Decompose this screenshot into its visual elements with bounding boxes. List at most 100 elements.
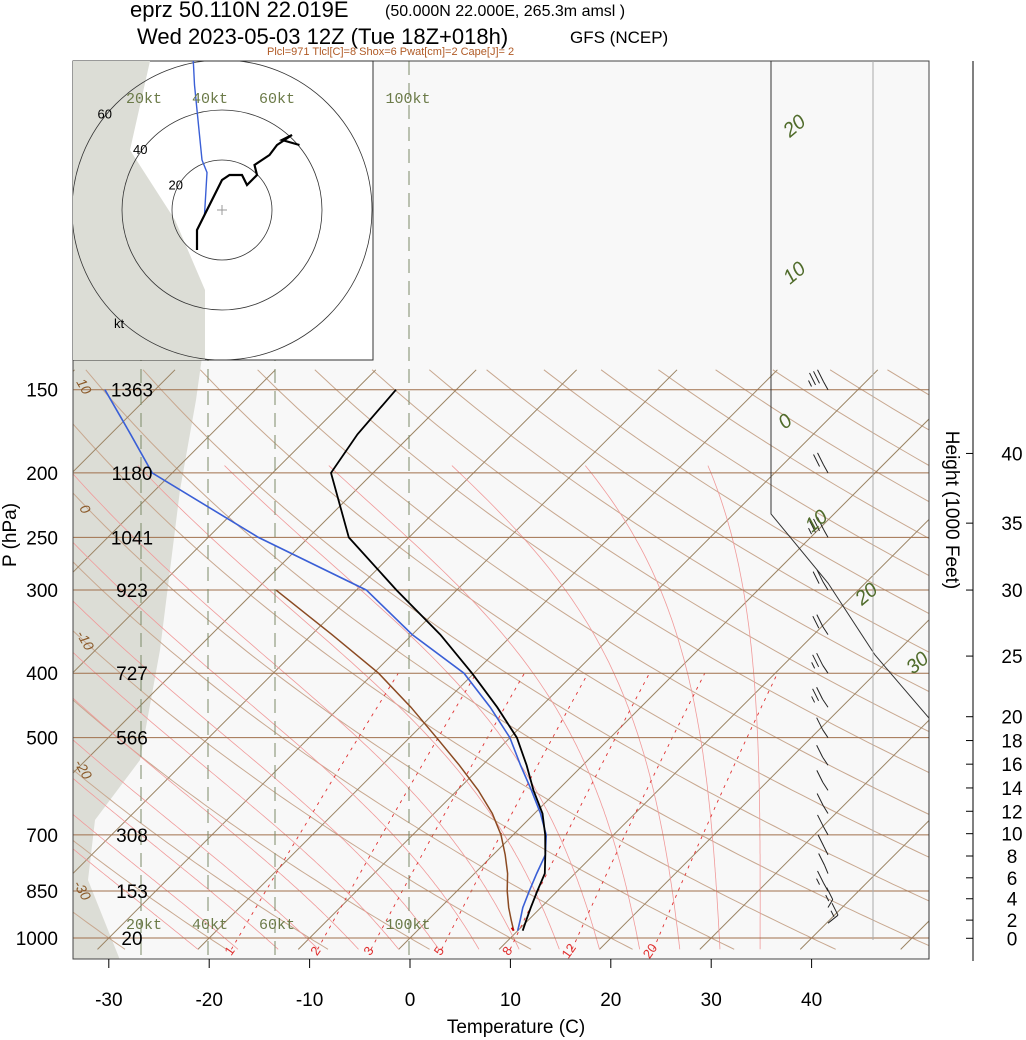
moist-adiabat bbox=[451, 465, 681, 950]
kt-label-bottom: 100kt bbox=[385, 917, 430, 934]
isotherm bbox=[73, 369, 276, 573]
height-tick-label: 30 bbox=[1001, 581, 1022, 602]
height-tick-label: 0 bbox=[1007, 929, 1018, 950]
x-tick-label: 10 bbox=[500, 990, 521, 1011]
hodograph-shade bbox=[73, 61, 205, 360]
wind-barb-half bbox=[811, 662, 816, 669]
hodograph-ring bbox=[171, 159, 273, 261]
height-tick-label: 35 bbox=[1001, 514, 1022, 535]
wind-barb-flag bbox=[816, 770, 824, 783]
pressure-tick-label: 700 bbox=[26, 826, 58, 847]
dry-adiabat bbox=[543, 369, 929, 615]
y-axis-label: P (hPa) bbox=[0, 503, 21, 567]
height-tick-label: 12 bbox=[1001, 802, 1022, 823]
hodograph-trace bbox=[195, 134, 300, 250]
height-m-label: 923 bbox=[116, 581, 148, 602]
wind-barb-flag bbox=[816, 652, 824, 666]
mixing-ratio-line bbox=[370, 672, 525, 950]
wind-barb-flag bbox=[816, 745, 824, 758]
moist-adiabat bbox=[328, 465, 640, 950]
isotherm bbox=[73, 369, 477, 774]
height-m-label: 20 bbox=[121, 929, 142, 950]
wind-barb-flag bbox=[816, 569, 824, 583]
height-tick-label: 40 bbox=[1001, 444, 1022, 465]
isotherm bbox=[73, 369, 176, 473]
height-m-label: 566 bbox=[116, 729, 148, 750]
height-tick-label: 10 bbox=[1001, 825, 1022, 846]
wind-barb-flag bbox=[816, 717, 824, 730]
dry-adiabat bbox=[257, 369, 929, 815]
lcl-marker bbox=[510, 927, 515, 932]
wind-barb-half bbox=[808, 527, 812, 535]
wind-barb-staff bbox=[822, 626, 829, 635]
wind-barb-staff bbox=[822, 805, 829, 814]
wind-barb-staff bbox=[822, 698, 829, 708]
mixing-ratio-line bbox=[317, 672, 477, 950]
wind-barb-flag bbox=[831, 902, 839, 916]
wind-barb-staff bbox=[822, 782, 829, 791]
x-axis-label: Temperature (C) bbox=[447, 1017, 585, 1038]
height-m-label: 1363 bbox=[111, 381, 153, 402]
wind-barb-flag bbox=[817, 369, 824, 382]
wind-barb-half bbox=[825, 894, 830, 902]
pressure-tick-label: 850 bbox=[26, 882, 58, 903]
valid-time: Wed 2023-05-03 12Z (Tue 18Z+018h) bbox=[137, 24, 508, 49]
moist-adiabat bbox=[73, 473, 520, 950]
mixing-ratio-line bbox=[509, 672, 650, 950]
pressure-tick-label: 400 bbox=[26, 664, 58, 685]
wind-barb-staff bbox=[827, 914, 839, 924]
moist-adiabat bbox=[73, 813, 239, 950]
pressure-tick-label: 250 bbox=[26, 528, 58, 549]
moist-adiabat bbox=[73, 651, 400, 950]
moist-adiabat bbox=[137, 465, 560, 950]
wind-barb-flag bbox=[813, 454, 820, 467]
dry-adiabat bbox=[73, 699, 430, 950]
moist-adiabat bbox=[73, 600, 440, 950]
mixing-ratio-line bbox=[441, 672, 589, 950]
wind-barb-staff bbox=[822, 729, 829, 738]
wind-barb-flag bbox=[809, 520, 816, 533]
moist-adiabat bbox=[73, 697, 359, 950]
height-tick-label: 6 bbox=[1007, 869, 1018, 890]
height-tick-label: 25 bbox=[1001, 647, 1022, 668]
hodograph-ring bbox=[121, 109, 323, 311]
wind-barb-flag bbox=[812, 571, 820, 584]
wind-barb-staff bbox=[823, 529, 829, 538]
wind-barb-flag bbox=[812, 688, 820, 702]
height-m-label: 1180 bbox=[112, 464, 153, 485]
dry-adiabat bbox=[73, 839, 227, 950]
x-tick-label: -20 bbox=[195, 990, 222, 1011]
wind-barb-flag bbox=[813, 371, 820, 384]
dry-adiabat bbox=[486, 369, 929, 653]
x-tick-label: 20 bbox=[600, 990, 621, 1011]
dry-adiabat bbox=[199, 369, 929, 858]
wind-barb-flag bbox=[817, 834, 825, 848]
kt-label-top: 100kt bbox=[385, 91, 430, 108]
height-axis-label: Height (1000 Feet) bbox=[941, 431, 962, 589]
wind-barb-flag bbox=[817, 870, 824, 884]
wind-barbs bbox=[808, 369, 839, 924]
temperature-curve bbox=[330, 389, 547, 931]
kt-label-top: 20kt bbox=[126, 91, 162, 108]
barb-panel-outline bbox=[770, 61, 930, 959]
kt-label-bottom: 60kt bbox=[259, 917, 295, 934]
dry-adiabat bbox=[85, 369, 929, 947]
pressure-tick-label: 1000 bbox=[16, 929, 58, 950]
kt-label-top: 40kt bbox=[192, 91, 228, 108]
pressure-tick-label: 300 bbox=[26, 581, 58, 602]
wind-barb-flag bbox=[817, 452, 824, 466]
isotherm bbox=[498, 518, 929, 950]
wind-barb-half bbox=[808, 380, 812, 387]
kt-label-bottom: 20kt bbox=[126, 917, 162, 934]
wind-barb-flag bbox=[812, 654, 820, 668]
wind-barb-staff bbox=[822, 756, 829, 766]
height-tick-label: 4 bbox=[1007, 890, 1018, 911]
isotherm bbox=[297, 369, 879, 950]
height-m-label: 1041 bbox=[111, 528, 153, 549]
wind-barb-flag bbox=[812, 615, 820, 629]
isotherm bbox=[799, 819, 929, 950]
pressure-tick-label: 200 bbox=[26, 464, 58, 485]
kt-label-top: 60kt bbox=[259, 91, 295, 108]
wind-barb-staff bbox=[823, 826, 829, 836]
